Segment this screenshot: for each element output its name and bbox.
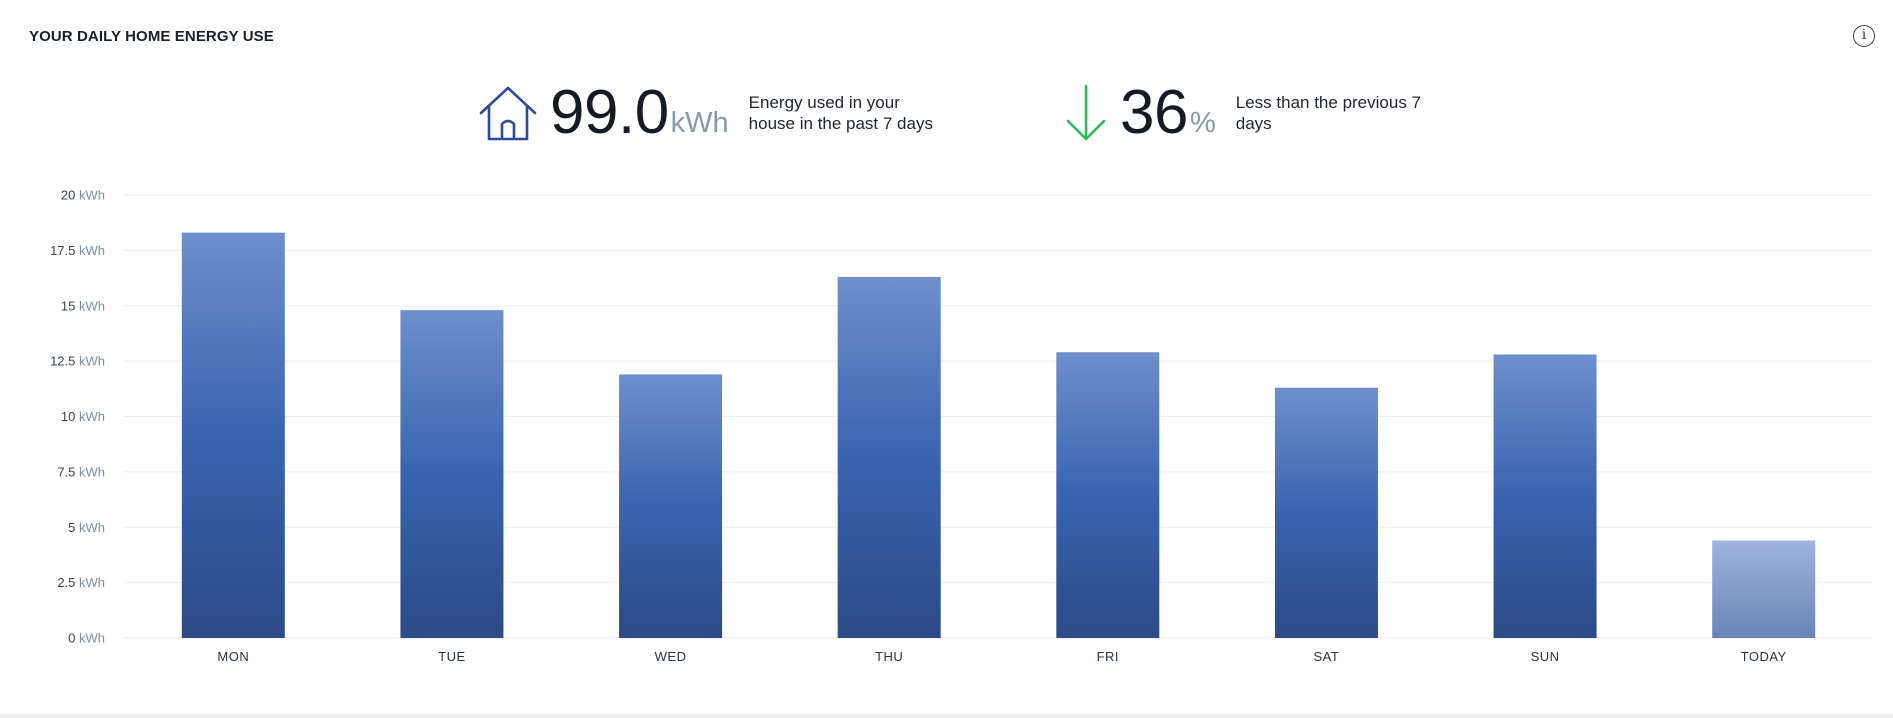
x-tick-label: SAT <box>1314 649 1340 664</box>
usage-summary: 99.0 kWh Energy used in your house in th… <box>478 78 949 148</box>
arrow-down-icon <box>1066 84 1106 141</box>
y-tick-label: 10 kWh <box>61 409 105 424</box>
card-title: YOUR DAILY HOME ENERGY USE <box>29 28 274 45</box>
bar-tue[interactable] <box>400 310 504 638</box>
usage-description: Energy used in your house in the past 7 … <box>748 93 933 133</box>
bar-wed[interactable] <box>619 374 723 638</box>
change-unit: % <box>1189 107 1216 139</box>
chart-bars <box>181 232 1816 638</box>
change-description: Less than the previous 7 days <box>1235 93 1421 133</box>
y-tick-label: 15 kWh <box>61 298 105 313</box>
y-tick-label: 0 kWh <box>68 631 105 646</box>
info-icon[interactable]: i <box>1853 25 1875 47</box>
y-tick-label: 2.5 kWh <box>57 575 105 590</box>
change-value: 36 <box>1120 78 1188 147</box>
bar-today[interactable] <box>1712 540 1816 638</box>
y-tick-label: 20 kWh <box>61 188 105 203</box>
bar-sun[interactable] <box>1493 354 1597 638</box>
x-tick-label: THU <box>875 649 903 664</box>
x-tick-label: MON <box>217 649 249 664</box>
y-axis: 0 kWh 2.5 kWh 5 kWh 7.5 kWh 10 kWh 12.5 kWh 15… <box>50 188 105 646</box>
x-tick-label: WED <box>655 649 687 664</box>
chart-gridlines <box>124 194 1873 639</box>
energy-bar-chart: 0 kWh 2.5 kWh 5 kWh 7.5 kWh 10 kWh 12.5 kWh 15… <box>50 188 1873 664</box>
bar-fri[interactable] <box>1056 352 1160 638</box>
usage-unit: kWh <box>670 107 729 139</box>
usage-value: 99.0 <box>550 78 669 147</box>
x-tick-label: TUE <box>438 649 466 664</box>
y-tick-label: 17.5 kWh <box>50 243 105 258</box>
change-summary: 36 % Less than the previous 7 days <box>1064 78 1451 148</box>
bar-sat[interactable] <box>1274 387 1378 638</box>
x-axis: MON TUE WED THU FRI SAT SUN TODAY <box>217 649 1786 664</box>
y-tick-label: 5 kWh <box>68 520 105 535</box>
bar-mon[interactable] <box>181 232 285 638</box>
y-tick-label: 7.5 kWh <box>57 464 105 479</box>
y-tick-label: 12.5 kWh <box>50 354 105 369</box>
x-tick-label: SUN <box>1531 649 1560 664</box>
house-icon <box>479 86 537 141</box>
bar-thu[interactable] <box>837 276 941 638</box>
x-tick-label: FRI <box>1097 649 1119 664</box>
x-tick-label: TODAY <box>1741 649 1787 664</box>
